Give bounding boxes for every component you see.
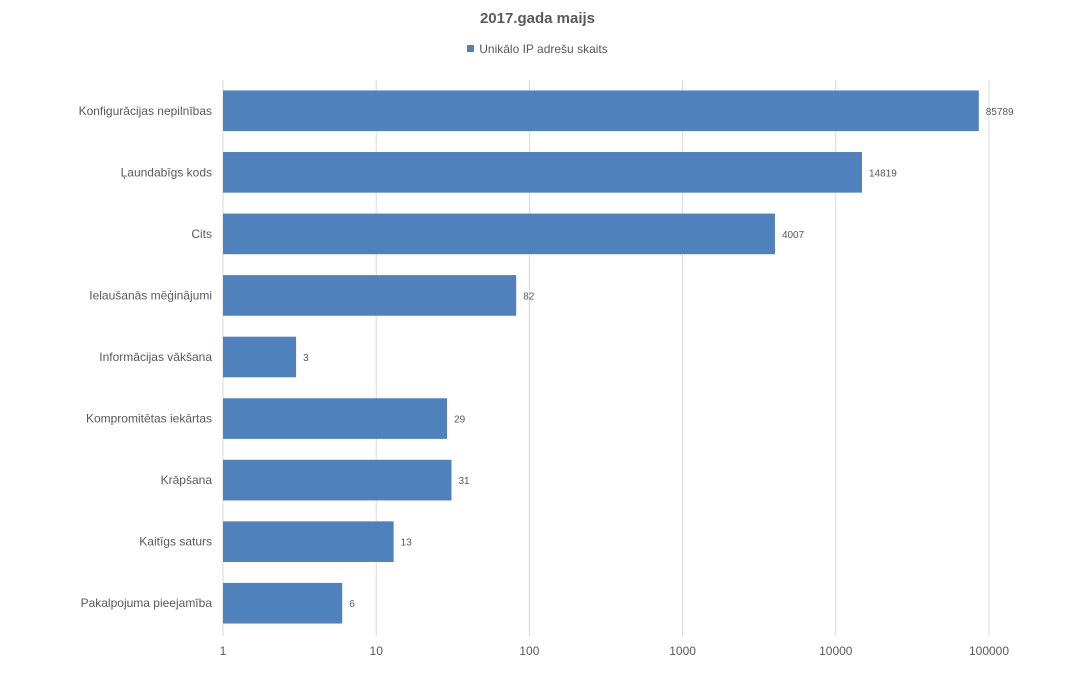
x-tick-label: 1 [220, 644, 227, 658]
bar [223, 336, 297, 378]
legend-label: Unikālo IP adrešu skaits [479, 42, 608, 56]
category-label: Kompromitētas iekārtas [86, 412, 212, 426]
data-label: 31 [458, 476, 470, 487]
bar [223, 213, 775, 255]
bar [223, 459, 452, 501]
data-label: 13 [401, 538, 413, 549]
data-label: 3 [303, 353, 309, 364]
category-label: Ļaundabīgs kods [121, 165, 212, 179]
bar [223, 398, 448, 439]
data-label: 82 [523, 291, 535, 302]
category-label: Pakalpojuma pieejamība [81, 596, 213, 610]
chart-title: 2017.gada maijs [479, 10, 596, 27]
category-label: Cits [191, 227, 212, 241]
category-label: Kaitīgs saturs [139, 535, 212, 549]
category-label: Konfigurācijas nepilnības [79, 104, 212, 118]
data-label: 14819 [869, 168, 897, 179]
bar [223, 275, 517, 316]
x-tick-label: 10000 [819, 644, 853, 658]
category-label: Krāpšana [161, 473, 213, 487]
bar [223, 152, 862, 193]
x-tick-label: 100 [519, 644, 539, 658]
x-tick-label: 1000 [669, 644, 696, 658]
data-label: 85789 [986, 107, 1014, 118]
x-tick-label: 10 [370, 644, 384, 658]
legend: Unikālo IP adrešu skaits [0, 42, 1075, 56]
data-label: 4007 [782, 230, 805, 241]
legend-swatch [467, 45, 475, 52]
category-label: Informācijas vākšana [99, 350, 212, 364]
data-label: 29 [454, 415, 466, 426]
bar [223, 582, 343, 624]
bar [223, 521, 394, 562]
data-label: 6 [349, 599, 355, 610]
bar [223, 90, 979, 132]
x-tick-label: 100000 [969, 644, 1009, 658]
category-label: Ielaušanās mēģinājumi [89, 288, 212, 302]
